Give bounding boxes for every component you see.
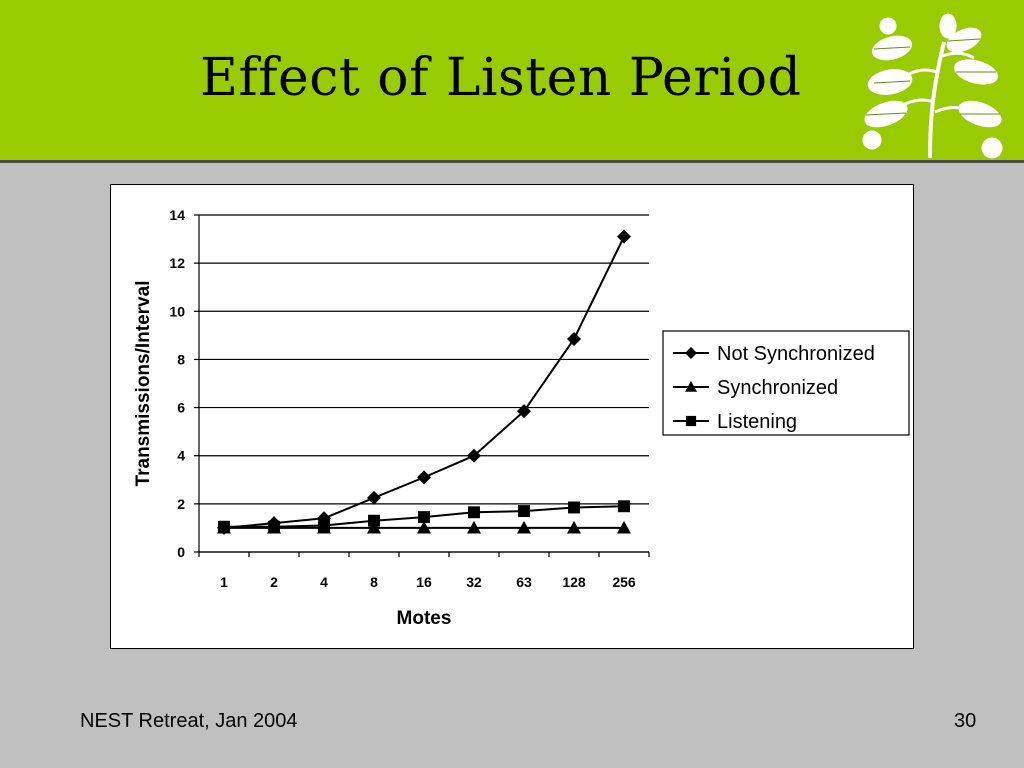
- x-axis-title: Motes: [397, 608, 452, 629]
- point-listening: [268, 520, 280, 533]
- slide-title: Effect of Listen Period: [200, 48, 802, 108]
- y-tick-label: 4: [177, 448, 185, 464]
- point-listening: [618, 500, 630, 513]
- point-synchronized: [517, 520, 531, 534]
- x-tick-label: 8: [370, 574, 378, 590]
- point-not-synchronized: [417, 470, 431, 485]
- point-synchronized: [467, 520, 481, 534]
- x-tick-label: 2: [270, 574, 278, 590]
- legend-label-synchronized: Synchronized: [717, 377, 838, 399]
- point-listening: [368, 514, 380, 527]
- y-tick-label: 6: [177, 400, 185, 416]
- x-tick-label: 256: [612, 574, 636, 590]
- point-not-synchronized: [467, 448, 481, 463]
- y-tick-label: 8: [177, 351, 185, 367]
- point-not-synchronized: [567, 331, 581, 346]
- x-tick-label: 63: [516, 574, 532, 590]
- x-tick-label: 1: [220, 574, 228, 590]
- y-axis-title: Transmissions/Interval: [133, 281, 154, 487]
- legend-marker-synchronized: [685, 381, 697, 392]
- point-listening: [418, 511, 430, 524]
- y-tick-label: 12: [169, 255, 185, 271]
- point-not-synchronized: [517, 404, 531, 419]
- legend-marker-not-synchronized: [685, 347, 697, 359]
- chart-panel: 0 2 4 6 8 10 12 14 1 2 4 8 16 32 63 128 256 Motes Transmis…: [110, 184, 914, 649]
- footer-text: NEST Retreat, Jan 2004: [80, 710, 298, 732]
- point-synchronized: [567, 520, 581, 534]
- x-tick-label: 4: [320, 574, 328, 590]
- legend-label-not-synchronized: Not Synchronized: [717, 343, 875, 365]
- y-tick-label: 2: [177, 496, 185, 512]
- legend-marker-listening: [685, 415, 697, 427]
- point-listening: [318, 519, 330, 532]
- point-not-synchronized: [367, 490, 381, 505]
- leaf-sprig-icon: [862, 13, 1003, 159]
- point-listening: [218, 520, 230, 533]
- point-synchronized: [367, 520, 381, 534]
- point-synchronized: [617, 520, 631, 534]
- y-tick-label: 0: [177, 544, 185, 560]
- banner-divider: [0, 160, 1024, 163]
- x-tick-label: 16: [416, 574, 432, 590]
- legend-box: [662, 330, 910, 436]
- y-tick-label: 10: [169, 303, 185, 319]
- x-tick-label: 128: [562, 574, 586, 590]
- legend-label-listening: Listening: [717, 411, 797, 433]
- page-number: 30: [954, 710, 977, 732]
- title-banner: [0, 0, 1024, 160]
- point-listening: [468, 506, 480, 519]
- point-synchronized: [417, 520, 431, 534]
- y-tick-label: 14: [169, 207, 185, 223]
- point-listening: [568, 501, 580, 514]
- x-tick-label: 32: [466, 574, 482, 590]
- point-not-synchronized: [617, 229, 631, 244]
- point-listening: [518, 505, 530, 518]
